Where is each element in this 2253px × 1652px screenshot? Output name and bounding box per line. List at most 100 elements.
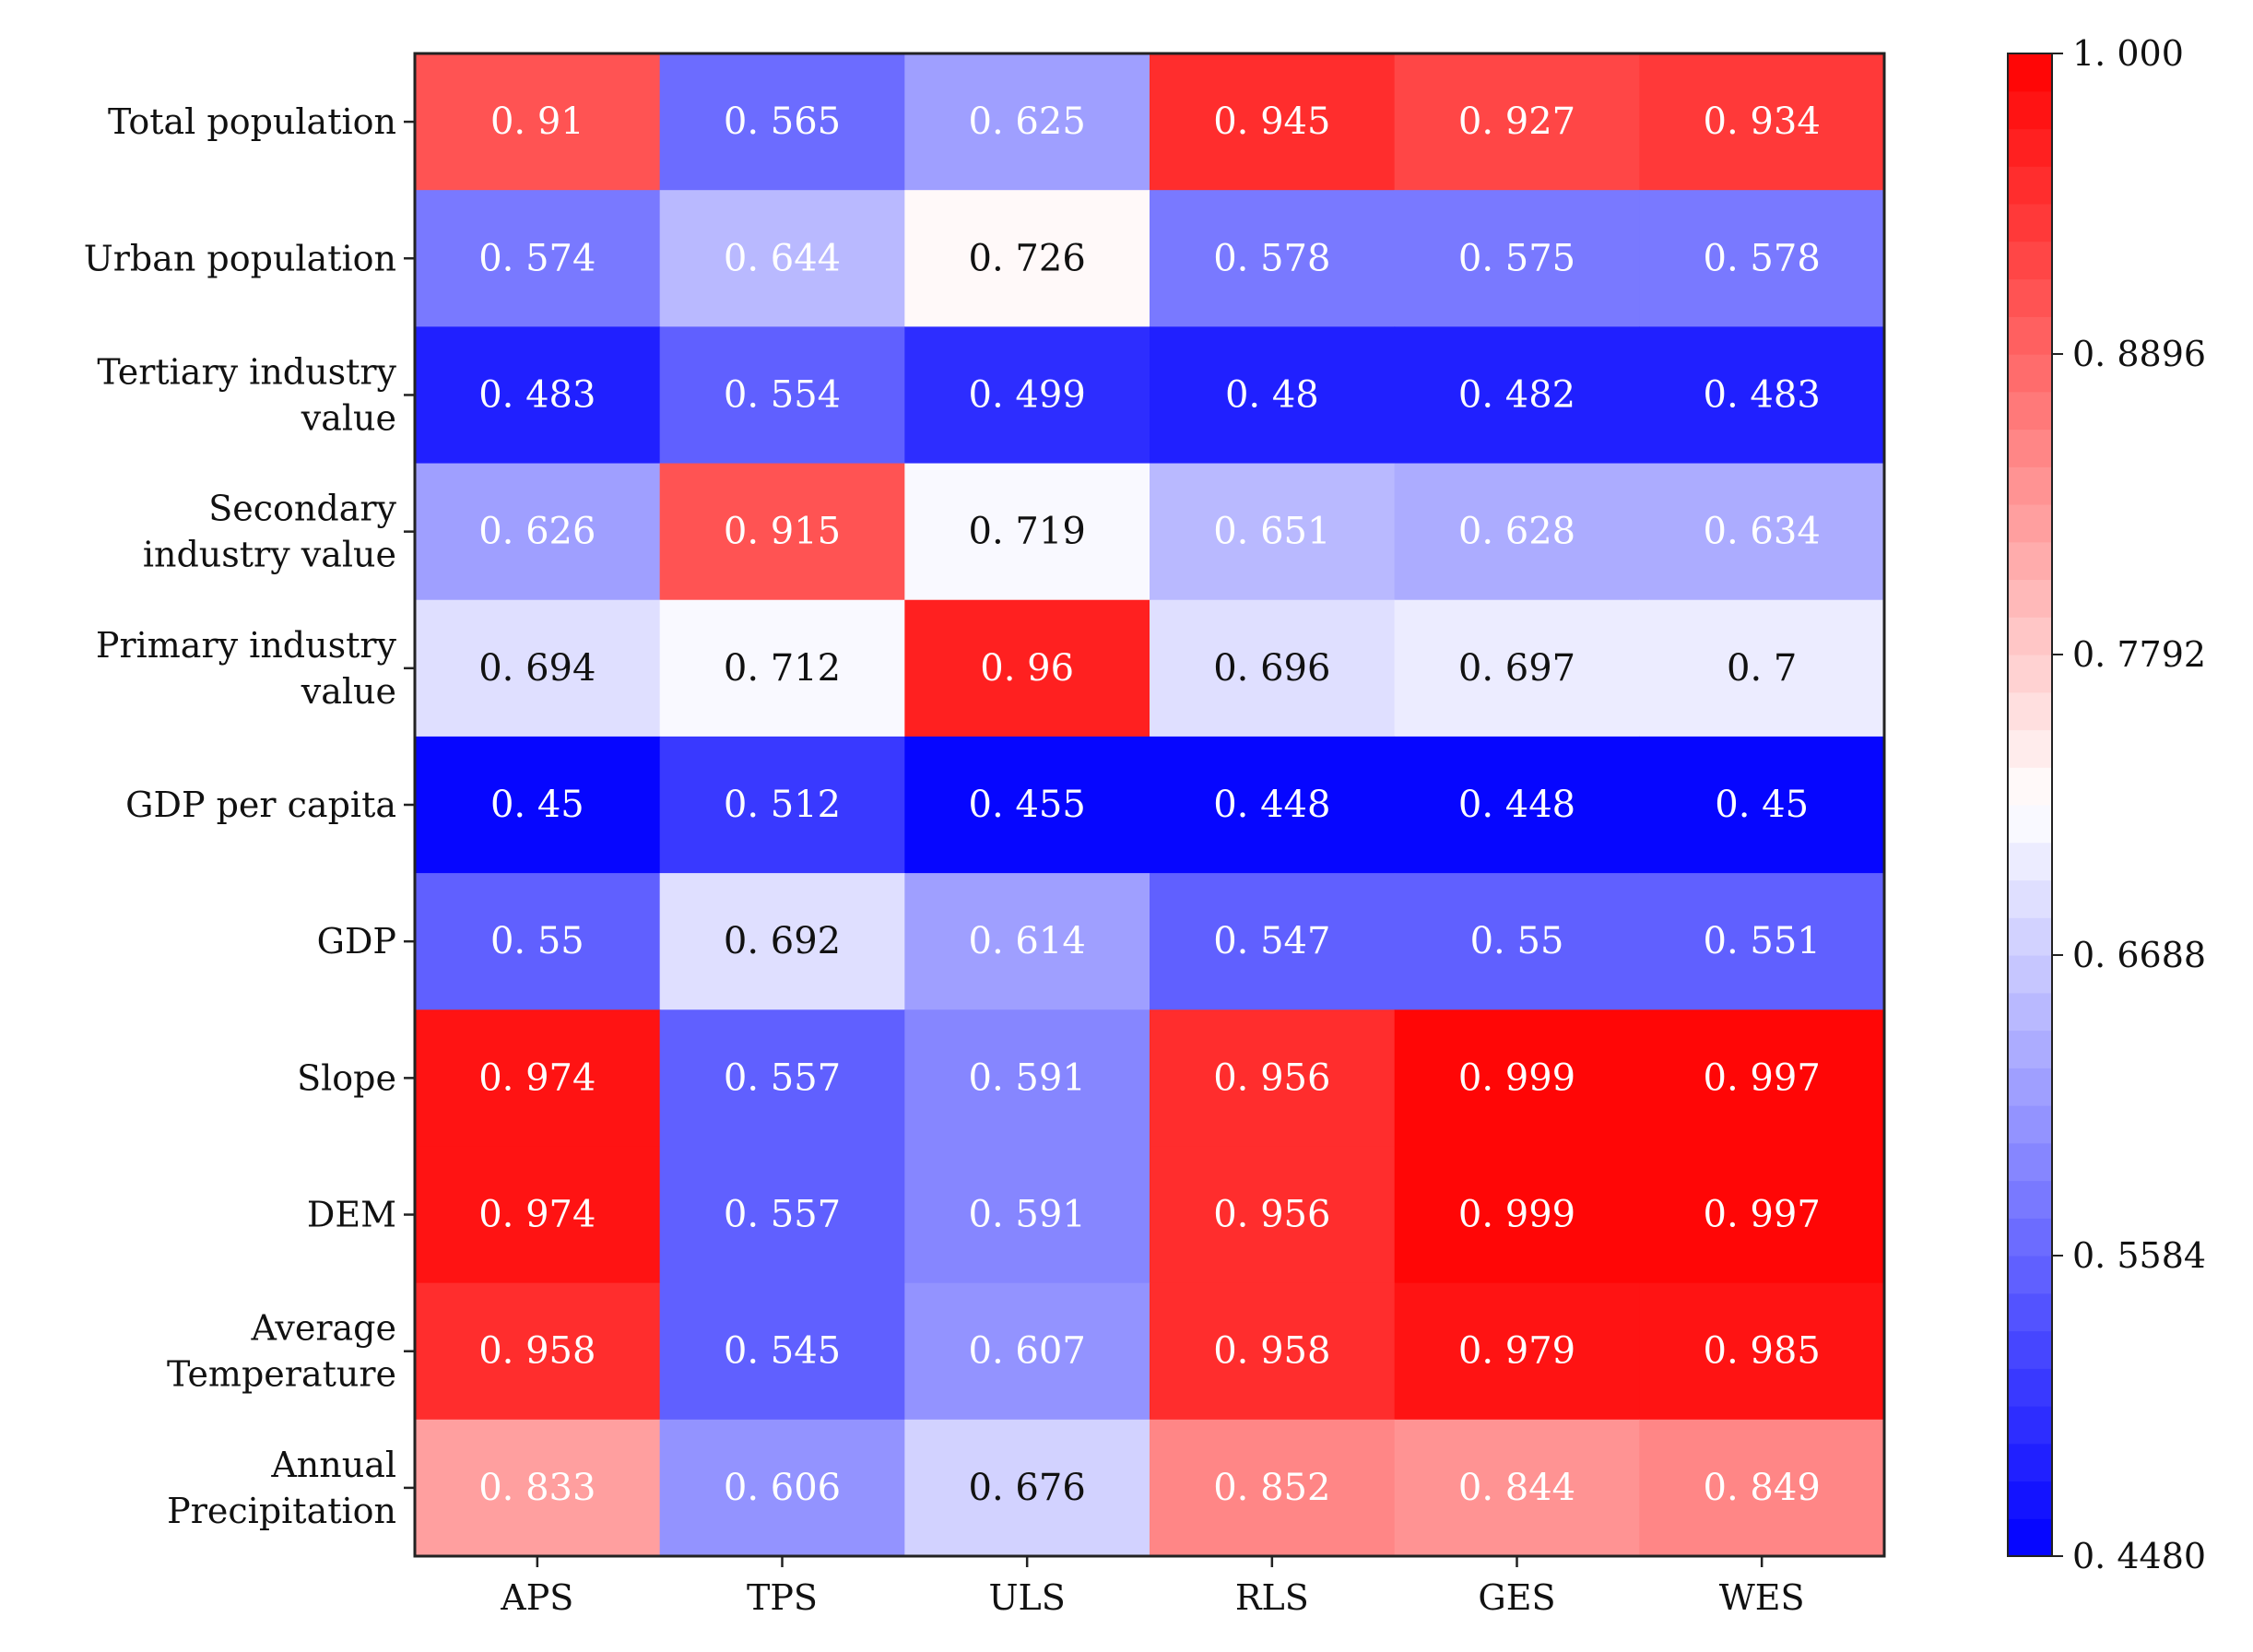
heatmap-cell: [1150, 1146, 1396, 1284]
colorbar: 1. 000 0. 8896 0. 7792 0. 6688 0. 5584 0. 448…: [2007, 33, 2206, 1576]
heatmap-cells: 0. 91 0. 565 0. 625 0. 945 0. 927 0. 934 0. 57…: [415, 53, 1885, 1557]
colorbar-segment: [2008, 1180, 2052, 1219]
row-label: Primary industry value: [96, 625, 397, 712]
heatmap-cell: [1150, 873, 1396, 1010]
heatmap-cell: [1150, 1282, 1396, 1421]
cell-value-label: 0. 574: [478, 237, 596, 279]
colorbar-segment: [2008, 917, 2052, 956]
cell-value-label: 0. 607: [969, 1330, 1086, 1373]
cell-value-label: 0. 726: [969, 237, 1086, 279]
colorbar-segment: [2008, 1105, 2052, 1144]
heatmap-cell: [904, 873, 1150, 1010]
colorbar-segment: [2008, 691, 2052, 731]
cell-value-label: 0. 697: [1458, 647, 1575, 690]
colorbar-segment: [2008, 1256, 2052, 1294]
cell-value-label: 0. 483: [478, 373, 596, 416]
cell-value-label: 0. 551: [1704, 920, 1821, 962]
heatmap-cell: [1394, 463, 1640, 601]
cell-value-label: 0. 575: [1458, 237, 1575, 279]
heatmap-cell: [415, 599, 661, 738]
heatmap-cell: [1394, 1146, 1640, 1284]
colorbar-tick-label: 0. 6688: [2072, 935, 2206, 975]
column-label: TPS: [747, 1577, 818, 1618]
row-label: DEM: [307, 1195, 396, 1235]
heatmap-cell: [1394, 53, 1640, 191]
heatmap-cell: [904, 1146, 1150, 1284]
heatmap-cell: [415, 873, 661, 1010]
cell-value-label: 0. 565: [724, 100, 841, 143]
heatmap-cell: [659, 1282, 905, 1421]
heatmap-cell: [659, 53, 905, 191]
heatmap-cell: [1639, 1282, 1885, 1421]
cell-value-label: 0. 455: [969, 784, 1086, 826]
colorbar-segment: [2008, 767, 2052, 806]
heatmap-cell: [904, 463, 1150, 601]
colorbar-segment: [2008, 1481, 2052, 1519]
heatmap-cell: [1394, 736, 1640, 874]
colorbar-segment: [2008, 1292, 2052, 1332]
cell-value-label: 0. 958: [1213, 1330, 1330, 1373]
heatmap-cell: [1639, 1009, 1885, 1148]
heatmap-cell: [415, 1282, 661, 1421]
colorbar-segment: [2008, 1330, 2052, 1369]
cell-value-label: 0. 676: [969, 1467, 1086, 1509]
colorbar-tick-label: 0. 4480: [2072, 1536, 2206, 1576]
heatmap-cell: [1394, 190, 1640, 327]
row-label: Annual Precipitation: [167, 1445, 396, 1531]
cell-value-label: 0. 915: [724, 511, 841, 553]
row-label: Tertiary industry value: [97, 351, 396, 438]
cell-value-label: 0. 91: [490, 100, 584, 143]
row-label: Slope: [297, 1057, 396, 1098]
colorbar-segment: [2008, 1443, 2052, 1482]
colorbar-segment: [2008, 541, 2052, 581]
colorbar-tick-label: 0. 8896: [2072, 334, 2206, 374]
cell-value-label: 0. 719: [969, 511, 1086, 553]
cell-value-label: 0. 547: [1213, 920, 1330, 962]
cell-value-label: 0. 482: [1458, 373, 1575, 416]
colorbar-segment: [2008, 617, 2052, 655]
heatmap-cell: [904, 1282, 1150, 1421]
cell-value-label: 0. 7: [1727, 647, 1797, 690]
colorbar-segment: [2008, 1218, 2052, 1257]
colorbar-segment: [2008, 354, 2052, 393]
cell-value-label: 0. 692: [724, 920, 841, 962]
cell-value-label: 0. 844: [1458, 1467, 1575, 1509]
cell-value-label: 0. 578: [1213, 237, 1330, 279]
heatmap-cell: [904, 736, 1150, 874]
cell-value-label: 0. 644: [724, 237, 841, 279]
cell-value-label: 0. 945: [1213, 100, 1330, 143]
colorbar-segment: [2008, 1068, 2052, 1106]
column-label: RLS: [1235, 1577, 1309, 1618]
heatmap-cell: [659, 463, 905, 601]
heatmap-cell: [1150, 463, 1396, 601]
heatmap-cell: [1639, 53, 1885, 191]
colorbar-segment: [2008, 241, 2052, 280]
heatmap-cell: [659, 1146, 905, 1284]
colorbar-tick-label: 1. 000: [2072, 33, 2184, 74]
cell-value-label: 0. 999: [1458, 1056, 1575, 1099]
colorbar-segment: [2008, 1030, 2052, 1068]
cell-value-label: 0. 96: [980, 647, 1074, 690]
cell-value-label: 0. 499: [969, 373, 1086, 416]
cell-value-label: 0. 997: [1704, 1056, 1821, 1099]
heatmap-cell: [659, 599, 905, 738]
heatmap-cell: [1394, 1419, 1640, 1557]
colorbar-segment: [2008, 842, 2052, 881]
heatmap-cell: [1639, 190, 1885, 327]
colorbar-segment: [2008, 1142, 2052, 1182]
column-label: ULS: [989, 1577, 1066, 1618]
cell-value-label: 0. 694: [478, 647, 596, 690]
cell-value-label: 0. 634: [1704, 511, 1821, 553]
heatmap-cell: [1150, 190, 1396, 327]
heatmap-cell: [904, 599, 1150, 738]
colorbar-segment: [2008, 90, 2052, 130]
colorbar-segment: [2008, 1518, 2052, 1557]
heatmap-cell: [415, 326, 661, 465]
cell-value-label: 0. 554: [724, 373, 841, 416]
colorbar-tick-label: 0. 7792: [2072, 634, 2206, 675]
heatmap-cell: [1150, 599, 1396, 738]
cell-value-label: 0. 557: [724, 1056, 841, 1099]
colorbar-segment: [2008, 955, 2052, 994]
colorbar-segment: [2008, 391, 2052, 431]
heatmap-cell: [904, 1009, 1150, 1148]
